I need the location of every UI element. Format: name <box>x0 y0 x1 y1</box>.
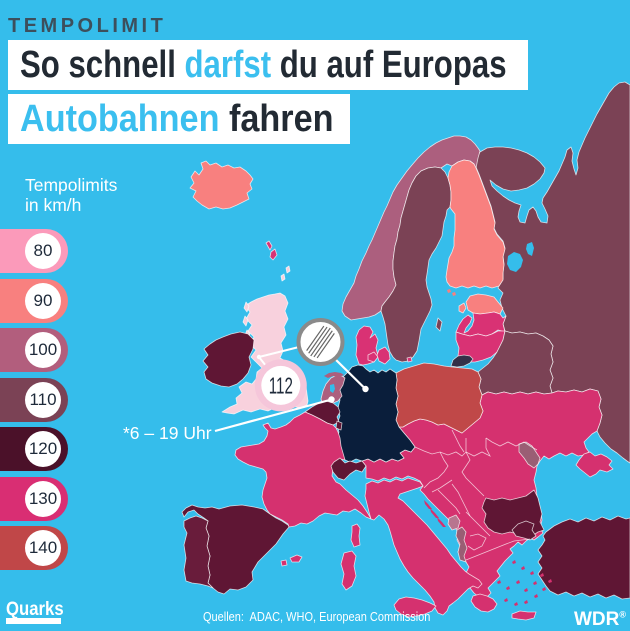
svg-text:112: 112 <box>269 373 293 399</box>
